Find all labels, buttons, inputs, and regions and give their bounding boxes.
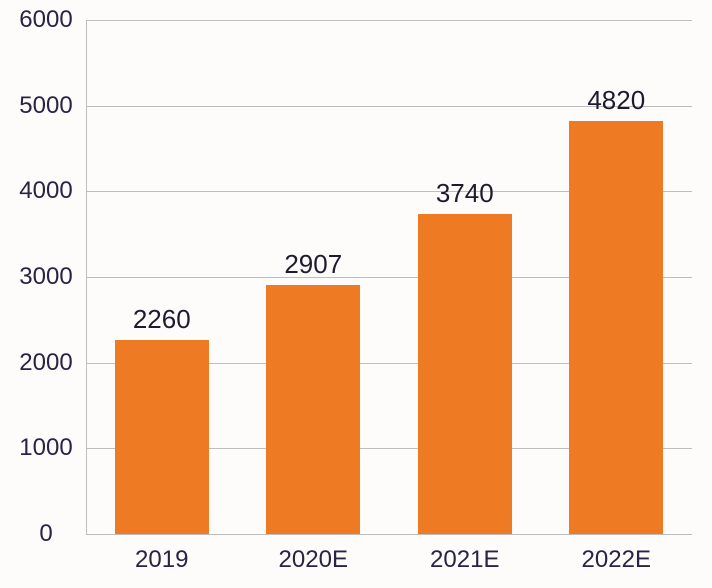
y-tick-label: 1000 — [19, 434, 72, 462]
bar — [418, 214, 512, 534]
x-axis-line — [86, 534, 692, 535]
gridline — [86, 20, 692, 21]
bar-value-label: 4820 — [587, 85, 645, 116]
bar-value-label: 2260 — [133, 304, 191, 335]
bar-value-label: 3740 — [436, 178, 494, 209]
x-tick-label: 2022E — [582, 546, 651, 574]
y-tick-label: 5000 — [19, 92, 72, 120]
x-tick-label: 2021E — [430, 546, 499, 574]
y-tick-label: 3000 — [19, 263, 72, 291]
bar-chart: 0 1000 2000 3000 4000 5000 6000 2260 2019 2907 202… — [0, 0, 712, 588]
y-tick-label: 2000 — [19, 349, 72, 377]
bar — [115, 340, 209, 534]
y-tick-label: 6000 — [19, 6, 72, 34]
x-tick-label: 2020E — [279, 546, 348, 574]
x-tick-label: 2019 — [135, 546, 188, 574]
bar — [569, 121, 663, 534]
y-tick-label: 0 — [39, 520, 52, 548]
y-axis-line — [86, 20, 87, 534]
bar — [266, 285, 360, 534]
y-tick-label: 4000 — [19, 177, 72, 205]
bar-value-label: 2907 — [284, 249, 342, 280]
